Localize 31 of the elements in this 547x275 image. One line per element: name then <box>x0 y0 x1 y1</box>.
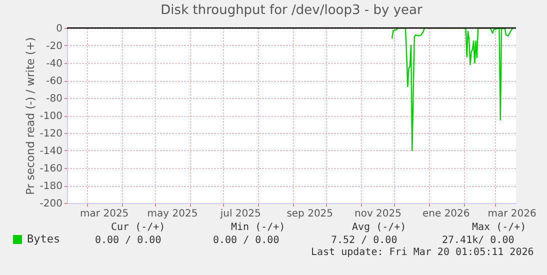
text: 7.52 / 0.00 <box>331 235 398 246</box>
text: 27.41k/ 0.00 <box>442 235 514 246</box>
y-tick-label: -140 <box>40 146 62 157</box>
x-tick-label: ene 2026 <box>422 208 470 220</box>
y-axis-title: Pr second read (-) / write (+) <box>24 37 37 195</box>
text: Cur (-/+) <box>111 222 166 233</box>
y-tick-label: -180 <box>40 181 62 192</box>
y-tick-label: -100 <box>40 111 62 122</box>
chart-title: Disk throughput for /dev/loop3 - by year <box>160 3 423 18</box>
x-tick-label: may 2025 <box>147 208 198 220</box>
text: Min (-/+) <box>231 222 286 233</box>
legend-label: Bytes <box>27 232 60 246</box>
x-tick-label: nov 2025 <box>354 208 402 220</box>
y-tick-label: -160 <box>40 164 62 174</box>
x-tick-label: mar 2026 <box>488 208 536 220</box>
x-tick-label: jul 2025 <box>219 208 261 220</box>
x-tick-label: sep 2025 <box>286 208 334 220</box>
y-tick-label: -80 <box>46 94 62 104</box>
text: Last update: Fri Mar 20 01:05:11 2026 <box>311 247 534 258</box>
y-tick-label: -120 <box>40 128 62 140</box>
y-tick-label: -200 <box>40 198 62 210</box>
y-tick-label: -60 <box>46 76 62 87</box>
y-tick-label: -40 <box>46 58 62 70</box>
x-tick-label: mar 2025 <box>80 208 129 220</box>
text: Avg (-/+) <box>352 222 406 233</box>
text: 0.00 / 0.00 <box>213 235 280 246</box>
line-series <box>391 28 514 152</box>
text: Max (-/+) <box>472 222 526 233</box>
text: 0.00 / 0.00 <box>95 235 162 246</box>
y-tick-label: -20 <box>46 41 62 52</box>
y-tick-label: 0 <box>56 24 62 34</box>
